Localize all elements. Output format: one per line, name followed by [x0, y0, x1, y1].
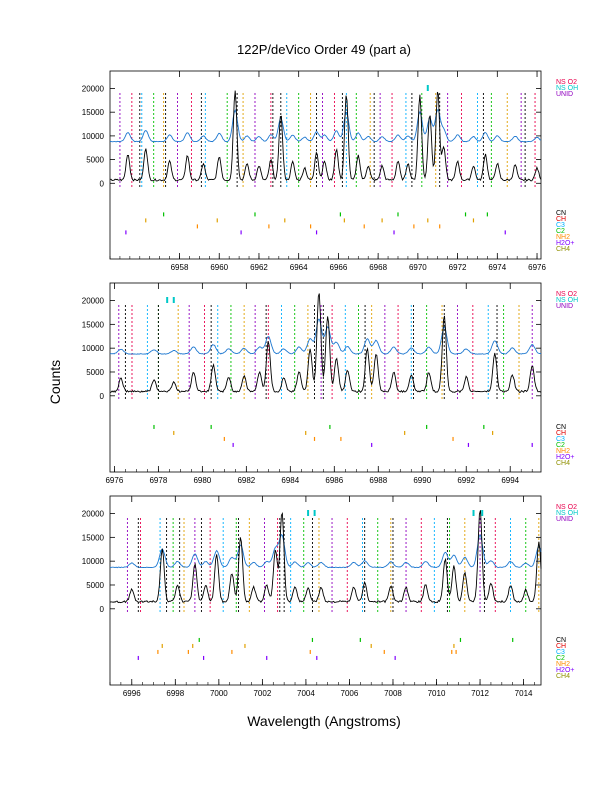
y-tick-label: 15000 — [82, 108, 105, 117]
legend-species-entry: H2O+ — [556, 454, 574, 461]
x-tick-label: 6984 — [281, 476, 299, 485]
legend-species-entry: C3 — [556, 436, 565, 443]
x-tick-label: 6976 — [528, 263, 546, 272]
legend-top-entry: NS OH — [556, 297, 578, 304]
y-tick-label: 0 — [100, 605, 105, 614]
y-tick-label: 0 — [100, 179, 105, 188]
legend-species-entry: H2O+ — [556, 240, 574, 247]
spectrum-black — [109, 90, 542, 182]
legend-top-entry: NS O2 — [556, 504, 577, 511]
panel-frame — [109, 282, 542, 473]
x-tick-label: 6970 — [409, 263, 427, 272]
legend-top-entry: UNID — [556, 516, 573, 523]
spectrum-blue — [109, 533, 542, 569]
y-tick-label: 10000 — [82, 132, 105, 141]
x-tick-label: 6986 — [325, 476, 343, 485]
x-tick-label: 6958 — [171, 263, 189, 272]
legend-species-entry: CH — [556, 643, 566, 650]
y-tick-label: 5000 — [86, 156, 104, 165]
y-tick-label: 20000 — [82, 510, 105, 519]
panel-b: 0 5000 10000 15000 20000 6976 6978 6980 6982 6984… — [82, 282, 578, 485]
x-tick-label: 6980 — [193, 476, 211, 485]
y-tick-label: 20000 — [82, 297, 105, 306]
y-tick-label: 10000 — [82, 557, 105, 566]
x-tick-label: 7010 — [428, 689, 446, 698]
oh-marker — [172, 297, 175, 303]
legend-top-entry: NS OH — [556, 510, 578, 517]
x-tick-label: 7012 — [471, 689, 489, 698]
legend-species-entry: CN — [556, 637, 566, 644]
x-tick-label: 7014 — [515, 689, 533, 698]
legend-species-entry: C3 — [556, 222, 565, 229]
legend-species-entry: CH4 — [556, 460, 570, 467]
legend-top-entry: NS O2 — [556, 79, 577, 86]
x-tick-label: 6998 — [166, 689, 184, 698]
y-tick-label: 15000 — [82, 533, 105, 542]
x-tick-label: 6992 — [457, 476, 475, 485]
panels: 0 5000 10000 15000 20000 6958 6960 6962 6964 6966… — [82, 70, 578, 698]
x-tick-label: 7000 — [210, 689, 228, 698]
legend-species-entry: C2 — [556, 655, 565, 662]
legend-species-entry: C2 — [556, 442, 565, 449]
y-axis-title: Counts — [47, 360, 63, 404]
x-tick-label: 6974 — [488, 263, 506, 272]
spectrum-blue — [109, 318, 541, 355]
legend-top-entry: UNID — [556, 91, 573, 98]
x-tick-label: 7006 — [341, 689, 359, 698]
x-axis-title: Wavelength (Angstroms) — [247, 713, 401, 729]
y-tick-label: 15000 — [82, 320, 105, 329]
oh-marker — [307, 510, 310, 516]
x-tick-label: 6968 — [369, 263, 387, 272]
panel-c: 0 5000 10000 15000 20000 6996 6998 7000 7002 7004… — [82, 495, 578, 698]
x-tick-label: 6966 — [330, 263, 348, 272]
legend-species-entry: NH2 — [556, 448, 570, 455]
x-tick-label: 7002 — [253, 689, 271, 698]
legend-species-entry: NH2 — [556, 661, 570, 668]
oh-marker — [472, 510, 475, 516]
legend-species-entry: CN — [556, 424, 566, 431]
legend-species-entry: C3 — [556, 649, 565, 656]
oh-marker — [166, 297, 169, 303]
x-tick-label: 6990 — [413, 476, 431, 485]
x-tick-label: 6978 — [149, 476, 167, 485]
legend-top-entry: NS OH — [556, 85, 578, 92]
y-tick-label: 10000 — [82, 344, 105, 353]
x-tick-label: 7008 — [384, 689, 402, 698]
legend-top-entry: NS O2 — [556, 291, 577, 298]
x-tick-label: 6976 — [105, 476, 123, 485]
legend-species-entry: CN — [556, 210, 566, 217]
y-tick-label: 5000 — [86, 368, 104, 377]
legend-species-entry: CH — [556, 430, 566, 437]
panel-frame — [109, 495, 542, 686]
x-tick-label: 6996 — [123, 689, 141, 698]
panel-a: 0 5000 10000 15000 20000 6958 6960 6962 6964 6966… — [82, 70, 578, 272]
y-tick-label: 20000 — [82, 84, 105, 93]
y-tick-label: 0 — [100, 392, 105, 401]
spectrum-blue — [109, 108, 542, 143]
spectrum-black — [109, 293, 542, 394]
legend-species-entry: C2 — [556, 228, 565, 235]
chart-title: 122P/deVico Order 49 (part a) — [237, 42, 411, 57]
legend-top-entry: UNID — [556, 303, 573, 310]
x-tick-label: 6972 — [449, 263, 467, 272]
legend-species-entry: CH — [556, 216, 566, 223]
legend-species-entry: NH2 — [556, 234, 570, 241]
oh-marker — [426, 85, 429, 91]
legend-species-entry: CH4 — [556, 673, 570, 680]
panel-frame — [109, 70, 542, 260]
oh-marker — [481, 510, 484, 516]
legend-species-entry: CH4 — [556, 246, 570, 253]
x-tick-label: 6964 — [290, 263, 308, 272]
x-tick-label: 6982 — [237, 476, 255, 485]
oh-marker — [313, 510, 316, 516]
y-tick-label: 5000 — [86, 581, 104, 590]
x-tick-label: 6994 — [501, 476, 519, 485]
legend-species-entry: H2O+ — [556, 667, 574, 674]
x-tick-label: 6988 — [369, 476, 387, 485]
x-tick-label: 6960 — [210, 263, 228, 272]
x-tick-label: 6962 — [250, 263, 268, 272]
spectrum-black — [109, 510, 542, 604]
x-tick-label: 7004 — [297, 689, 315, 698]
